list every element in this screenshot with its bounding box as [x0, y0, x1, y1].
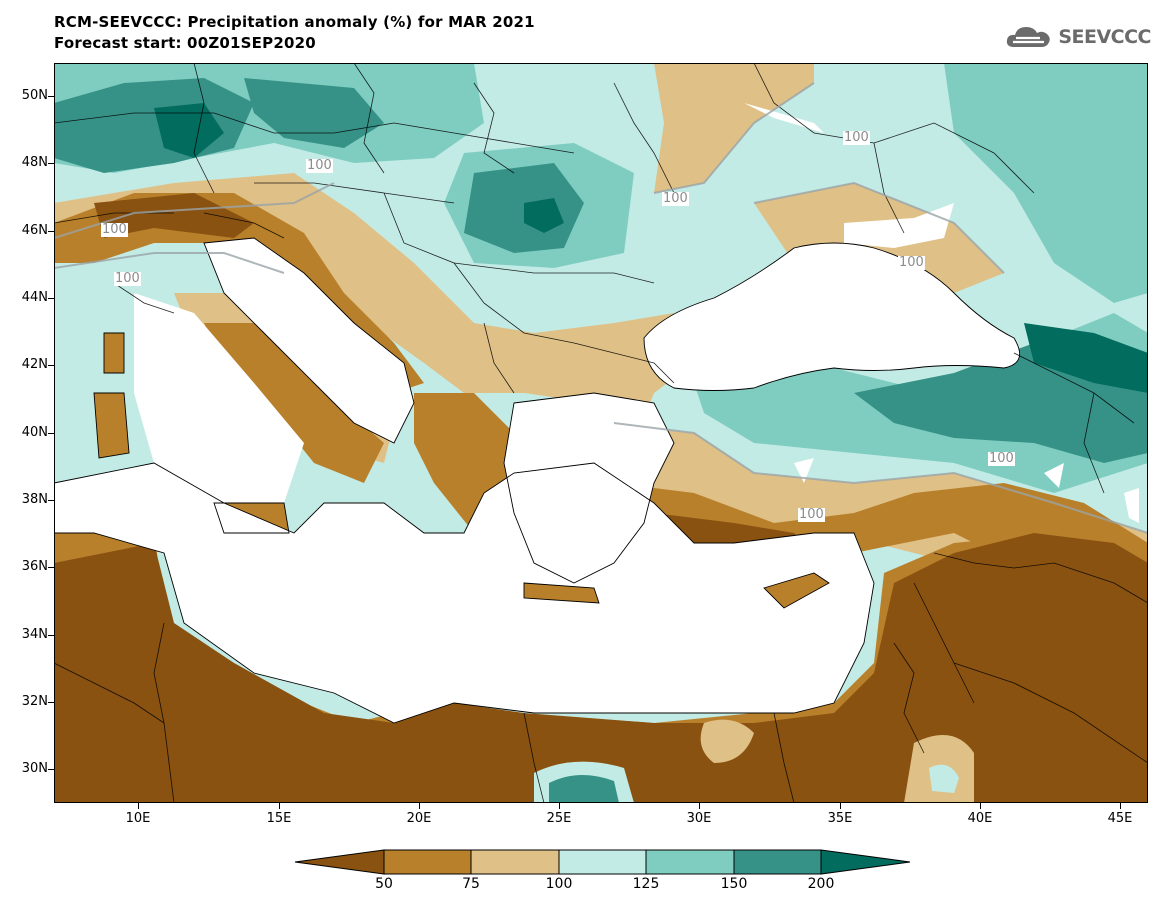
- lon-label-35e: 35E: [827, 811, 853, 826]
- lake-van: [1044, 463, 1064, 488]
- lat-label-42n: 42N: [21, 357, 48, 372]
- lat-label-36n: 36N: [21, 559, 48, 574]
- aegean-sea: [504, 393, 674, 583]
- lat-label-44n: 44N: [21, 290, 48, 305]
- crete: [524, 583, 599, 603]
- lon-tick: [980, 803, 981, 809]
- lat-label-34n: 34N: [21, 627, 48, 642]
- extreme-wet-region-georgia: [1024, 323, 1148, 393]
- cloud-logo-icon: [1007, 27, 1051, 47]
- lat-tick: [48, 163, 54, 164]
- lon-tick: [279, 803, 280, 809]
- extreme-wet-region-austria: [154, 103, 224, 158]
- tyrrhenian-sea: [134, 293, 304, 503]
- lat-tick: [48, 567, 54, 568]
- lat-label-50n: 50N: [21, 88, 48, 103]
- lat-tick: [48, 635, 54, 636]
- dry-region-sardinia: [94, 393, 129, 458]
- lat-tick: [48, 702, 54, 703]
- lon-label-25e: 25E: [546, 811, 572, 826]
- contour-label: 100: [843, 130, 870, 145]
- country-borders: [54, 63, 1148, 803]
- lat-tick: [48, 365, 54, 366]
- lat-label-40n: 40N: [21, 425, 48, 440]
- colorbar: [294, 849, 911, 875]
- lon-label-30e: 30E: [686, 811, 712, 826]
- colorbar-segment-under-50: [294, 849, 385, 875]
- lat-label-38n: 38N: [21, 492, 48, 507]
- colorbar-label-50: 50: [375, 876, 393, 892]
- colorbar-segment-100-125: [558, 849, 647, 875]
- title-block: RCM-SEEVCCC: Precipitation anomaly (%) f…: [54, 12, 535, 54]
- lon-tick: [559, 803, 560, 809]
- colorbar-segment-150-200: [733, 849, 822, 875]
- wet-anomaly-saudi: [929, 764, 959, 793]
- lat-tick: [48, 500, 54, 501]
- lat-label-48n: 48N: [21, 155, 48, 170]
- colorbar-segment-75-100: [470, 849, 560, 875]
- lake-tuz: [794, 458, 814, 483]
- sea-of-azov: [844, 203, 954, 248]
- anomaly-map: [54, 63, 1148, 803]
- very-wet-anomaly-libya-desert: [549, 774, 619, 803]
- contour-label: 100: [988, 451, 1015, 466]
- colorbar-segment-over-200: [820, 849, 911, 875]
- very-dry-region-north-africa: [54, 533, 1148, 803]
- dry-region-corsica: [104, 333, 124, 373]
- logo-text: SEEVCCC: [1058, 26, 1151, 48]
- lon-label-20e: 20E: [406, 811, 432, 826]
- lon-label-45e: 45E: [1107, 811, 1133, 826]
- colorbar-label-125: 125: [632, 876, 660, 892]
- colorbar-segment-125-150: [645, 849, 735, 875]
- lake-urmia: [1124, 488, 1139, 523]
- lat-label-30n: 30N: [21, 761, 48, 776]
- near-normal-anomaly-egypt: [700, 719, 754, 763]
- near-normal-dry-region-balkans: [54, 173, 694, 443]
- extreme-wet-region-romania: [524, 198, 564, 233]
- lat-label-46n: 46N: [21, 223, 48, 238]
- lon-tick: [419, 803, 420, 809]
- lat-label-32n: 32N: [21, 694, 48, 709]
- very-dry-region-alps: [94, 193, 254, 238]
- contour-label: 100: [114, 271, 141, 286]
- map-area: [54, 63, 1148, 803]
- lon-tick: [840, 803, 841, 809]
- lat-tick: [48, 298, 54, 299]
- lon-label-10e: 10E: [125, 811, 151, 826]
- contour-label: 100: [798, 507, 825, 522]
- dry-region-apennines: [204, 323, 384, 483]
- lat-tick: [48, 433, 54, 434]
- coastlines: [54, 237, 1021, 724]
- seevccc-logo: SEEVCCC: [1004, 22, 1151, 52]
- mediterranean-sea: [54, 463, 874, 723]
- colorbar-label-200: 200: [807, 876, 835, 892]
- near-normal-dry-region-ukraine: [654, 63, 814, 193]
- colorbar-label-100: 100: [545, 876, 573, 892]
- contour-100: [54, 82, 1148, 534]
- wet-region-ukraine-east: [944, 63, 1148, 303]
- lat-tick: [48, 769, 54, 770]
- contour-label: 100: [662, 191, 689, 206]
- colorbar-segment-50-75: [383, 849, 472, 875]
- contour-label: 100: [101, 222, 128, 237]
- cyprus: [764, 573, 829, 608]
- forecast-start-label: Forecast start: 00Z01SEP2020: [54, 34, 316, 52]
- colorbar-label-150: 150: [720, 876, 748, 892]
- dry-region-anatolia-south: [614, 483, 1148, 623]
- lon-label-40e: 40E: [967, 811, 993, 826]
- dry-region-alps-south: [54, 193, 424, 393]
- adriatic-sea: [204, 238, 414, 443]
- black-sea: [644, 243, 1020, 391]
- lat-tick: [48, 231, 54, 232]
- lon-label-15e: 15E: [266, 811, 292, 826]
- map-title: RCM-SEEVCCC: Precipitation anomaly (%) f…: [54, 13, 535, 31]
- contour-label: 100: [898, 255, 925, 270]
- contour-label: 100: [306, 158, 333, 173]
- lon-tick: [699, 803, 700, 809]
- lat-tick: [48, 96, 54, 97]
- lon-tick: [138, 803, 139, 809]
- lon-tick: [1120, 803, 1121, 809]
- colorbar-label-75: 75: [462, 876, 480, 892]
